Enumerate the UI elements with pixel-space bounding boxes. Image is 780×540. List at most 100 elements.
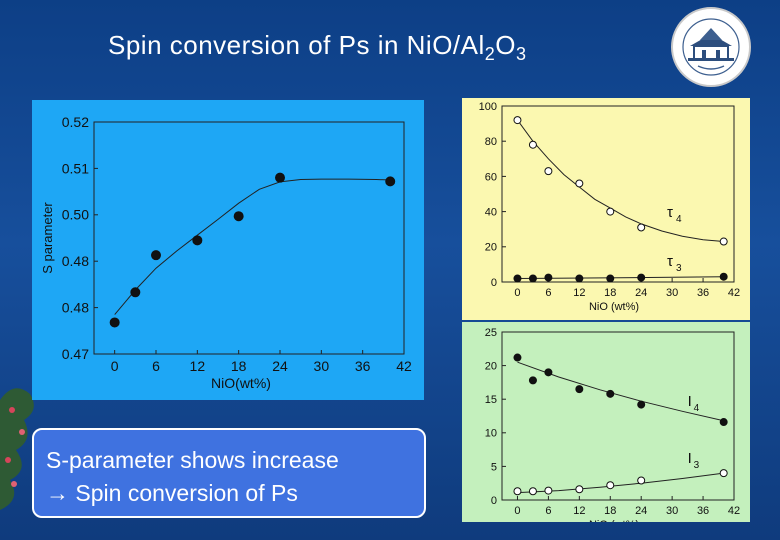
y-tick-label: 25 [485, 327, 497, 339]
data-point [109, 317, 120, 328]
fit-curve [114, 178, 391, 315]
x-tick-label: 12 [190, 358, 206, 374]
y-tick-label: 0 [491, 495, 497, 507]
lifetime-chart: 0 6 12 18 24 30 36 42 0 20 40 60 80 100 NiO (wt%) τ 4 τ 3 [462, 98, 750, 320]
y-tick-label: 0.50 [62, 207, 89, 223]
x-tick-label: 36 [697, 505, 709, 517]
tree-decoration [0, 388, 34, 510]
y-tick-label: 0.47 [62, 346, 89, 362]
x-tick-label: 6 [545, 505, 551, 517]
fit-curve [517, 119, 724, 242]
data-point [513, 116, 522, 125]
tau3-symbol: τ [667, 253, 673, 270]
i3-symbol: I [688, 450, 692, 467]
x-tick-label: 30 [666, 287, 678, 299]
tau3-subscript: 3 [676, 263, 682, 274]
data-point [385, 176, 396, 187]
data-point [544, 486, 553, 495]
callout-line-1: S-parameter shows increase [46, 447, 339, 473]
data-point [544, 368, 553, 377]
data-point [719, 469, 728, 478]
x-tick-label: 18 [604, 505, 616, 517]
x-axis-label: NiO (wt%) [589, 301, 639, 313]
y-tick-label: 40 [485, 206, 497, 218]
data-point [513, 487, 522, 496]
title-text-o: O [495, 30, 517, 60]
x-tick-label: 24 [635, 505, 647, 517]
x-tick-label: 30 [666, 505, 678, 517]
y-tick-label: 15 [485, 394, 497, 406]
data-point [719, 272, 728, 281]
x-tick-label: 24 [272, 358, 288, 374]
data-point [719, 237, 728, 246]
y-tick-label: 20 [485, 242, 497, 254]
x-tick-label: 0 [514, 505, 520, 517]
x-tick-label: 12 [573, 287, 585, 299]
y-tick-label: 0.52 [62, 114, 89, 130]
y-tick-label: 10 [485, 428, 497, 440]
data-point [637, 273, 646, 282]
y-tick-label: 5 [491, 461, 497, 473]
data-point [275, 172, 285, 183]
x-tick-label: 42 [728, 287, 740, 299]
data-point [528, 487, 537, 496]
x-tick-label: 12 [573, 505, 585, 517]
data-point [575, 485, 584, 494]
data-point [575, 179, 584, 188]
plot-frame [501, 331, 735, 501]
y-tick-label: 0.48 [62, 253, 89, 269]
i4-symbol: I [688, 393, 692, 410]
x-tick-label: 42 [728, 505, 740, 517]
x-tick-label: 18 [604, 287, 616, 299]
y-tick-label: 0.48 [62, 300, 89, 316]
x-tick-label: 24 [635, 287, 647, 299]
i3-subscript: 3 [694, 460, 700, 471]
data-point [606, 274, 615, 283]
y-tick-label: 0 [491, 277, 497, 289]
tau4-symbol: τ [667, 204, 673, 221]
data-point [192, 235, 203, 246]
data-point [151, 250, 161, 261]
data-point [544, 167, 553, 176]
plot-frame [93, 121, 405, 355]
data-point [233, 211, 244, 222]
title-text: Spin conversion of Ps in NiO/Al [108, 30, 485, 60]
data-point [513, 274, 522, 283]
title-sub-2: 2 [484, 44, 496, 65]
data-point [637, 223, 646, 232]
data-point [528, 140, 537, 149]
y-tick-label: 80 [485, 136, 497, 148]
summary-callout: S-parameter shows increase → Spin conver… [32, 428, 426, 518]
x-tick-label: 6 [545, 287, 551, 299]
y-tick-label: 100 [479, 101, 497, 113]
x-tick-label: 36 [697, 287, 709, 299]
x-tick-label: 0 [111, 358, 119, 374]
data-point [606, 389, 615, 398]
fit-curve [517, 361, 724, 422]
y-tick-label: 20 [485, 360, 497, 372]
data-point [575, 385, 584, 394]
x-tick-label: 18 [231, 358, 247, 374]
data-point [544, 273, 553, 282]
data-point [606, 207, 615, 216]
title-sub-3: 3 [516, 44, 527, 65]
tau4-subscript: 4 [676, 214, 682, 225]
data-point [637, 400, 646, 409]
x-tick-label: 36 [355, 358, 371, 374]
y-axis-label: S parameter [40, 202, 55, 274]
y-tick-label: 0.51 [62, 160, 89, 176]
x-tick-label: 30 [314, 358, 330, 374]
plot-frame [501, 105, 735, 283]
x-axis-label: NiO (wt%) [589, 519, 639, 522]
i4-subscript: 4 [694, 403, 700, 414]
data-point [606, 481, 615, 490]
slide-title: Spin conversion of Ps in NiO/Al2O3 [108, 30, 668, 65]
data-point [130, 287, 141, 298]
data-point [637, 476, 646, 485]
data-point [513, 353, 522, 362]
callout-line-2: → Spin conversion of Ps [46, 480, 298, 506]
data-point [719, 418, 728, 427]
x-tick-label: 0 [514, 287, 520, 299]
s-parameter-chart: 0 6 12 18 24 30 36 42 0.47 0.48 0.48 0.50 0.51 0.52 Ni… [32, 100, 424, 400]
